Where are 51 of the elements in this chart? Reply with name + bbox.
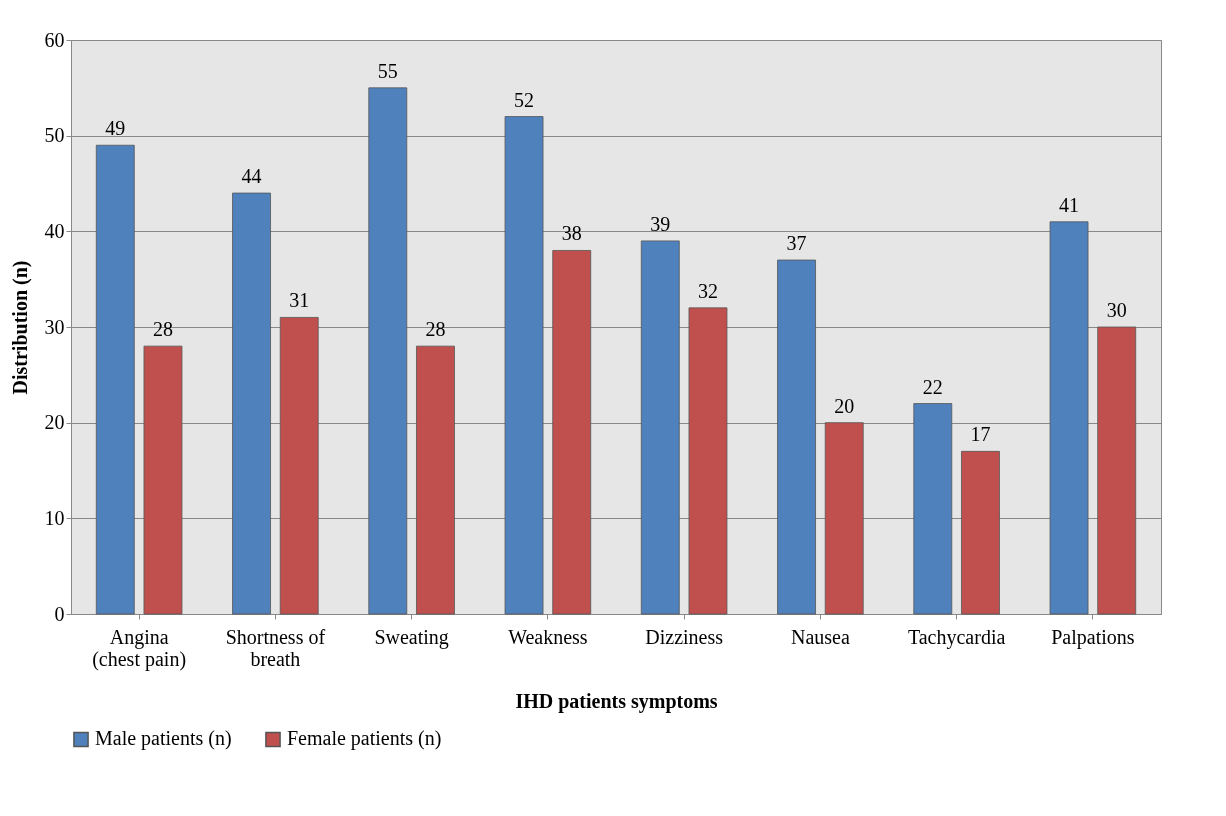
bar bbox=[1049, 221, 1089, 615]
bar bbox=[143, 345, 183, 615]
data-label: 31 bbox=[289, 289, 310, 312]
x-tick-label: Tachycardia bbox=[907, 625, 1006, 649]
data-label: 39 bbox=[650, 212, 671, 235]
y-tick-label: 0 bbox=[54, 602, 65, 625]
data-label: 28 bbox=[152, 318, 173, 341]
bar bbox=[95, 144, 135, 615]
y-tick-label: 20 bbox=[44, 411, 65, 434]
legend-label: Male patients (n) bbox=[95, 727, 232, 751]
bar bbox=[640, 240, 680, 615]
bar bbox=[824, 422, 864, 615]
bar bbox=[504, 116, 544, 615]
bar bbox=[279, 317, 319, 615]
y-tick-label: 40 bbox=[44, 219, 65, 242]
y-tick-label: 10 bbox=[44, 506, 65, 529]
x-tick-label: Nausea bbox=[790, 625, 850, 648]
x-axis-title: IHD patients symptoms bbox=[515, 689, 718, 713]
x-tick-label: Palpations bbox=[1051, 625, 1135, 649]
bar bbox=[688, 307, 728, 615]
data-label: 49 bbox=[105, 117, 126, 140]
bar bbox=[368, 87, 408, 615]
data-label: 17 bbox=[970, 423, 991, 446]
bar bbox=[913, 403, 953, 615]
x-tick-label: Shortness of breath bbox=[225, 625, 326, 670]
bar bbox=[777, 259, 816, 615]
y-tick-label: 30 bbox=[44, 315, 65, 338]
bar bbox=[232, 192, 271, 615]
data-label: 28 bbox=[425, 318, 446, 341]
x-tick-label: Weakness bbox=[508, 625, 588, 648]
data-label: 22 bbox=[922, 375, 943, 398]
x-tick-label: Angina (chest pain) bbox=[92, 625, 187, 671]
data-label: 52 bbox=[514, 88, 535, 111]
x-tick-label: Sweating bbox=[374, 625, 449, 649]
x-tick-label: Dizziness bbox=[645, 625, 724, 648]
data-label: 41 bbox=[1059, 193, 1080, 216]
data-label: 38 bbox=[561, 222, 582, 245]
data-label: 37 bbox=[786, 232, 807, 255]
bar bbox=[552, 250, 592, 615]
legend-label: Female patients (n) bbox=[287, 727, 442, 751]
bar bbox=[1097, 326, 1137, 615]
bar bbox=[961, 450, 1000, 615]
y-tick-label: 50 bbox=[44, 124, 65, 147]
y-axis-title: Distribution (n) bbox=[8, 260, 32, 395]
y-tick-label: 60 bbox=[44, 28, 65, 51]
data-label: 20 bbox=[834, 394, 855, 417]
data-label: 30 bbox=[1106, 299, 1127, 321]
bar bbox=[416, 345, 455, 615]
data-label: 44 bbox=[241, 165, 262, 188]
data-label: 32 bbox=[697, 279, 718, 302]
data-label: 55 bbox=[377, 59, 398, 82]
